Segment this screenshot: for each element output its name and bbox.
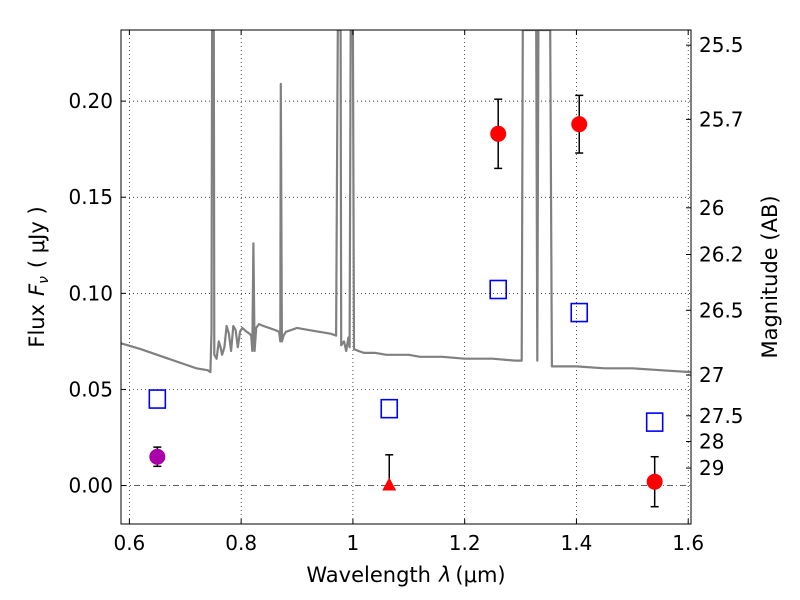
data-point-circle [571, 116, 588, 133]
mag-tick-label: 29 [699, 456, 724, 480]
axes: 0.6 0.8 1 1.2 1.4 1.6 0.00 0.05 0.10 0.15 0.20 25.5… [68, 30, 744, 555]
spectrum-layer [121, 30, 691, 374]
x-tick-label: 1.4 [561, 531, 593, 555]
x-tick-label: 1.6 [672, 531, 704, 555]
mag-tick-label: 26 [699, 196, 724, 220]
grid [121, 30, 691, 524]
model-square [489, 279, 508, 300]
plot-frame [120, 29, 692, 525]
y2-axis-label: Magnitude (AB) [758, 195, 782, 358]
data-point-circle [490, 125, 507, 142]
y-axis-label: FluxFν( μJy ) [25, 206, 52, 347]
x-tick-label: 0.8 [225, 531, 257, 555]
upper-limit-triangle [382, 477, 397, 491]
data-point-circle [646, 473, 663, 490]
mag-tick-label: 27 [699, 363, 724, 387]
y-tick-label: 0.20 [68, 89, 113, 113]
mag-tick-label: 26.5 [699, 298, 744, 322]
data-point-circle [149, 448, 166, 465]
mag-tick-label: 25.7 [699, 107, 744, 131]
mag-tick-label: 27.5 [699, 404, 744, 428]
mag-tick-label: 28 [699, 430, 724, 454]
x-tick-label: 1.2 [449, 531, 481, 555]
markers-layer [148, 94, 664, 508]
x-tick-label: 1 [347, 531, 360, 555]
y-tick-label: 0.10 [68, 281, 113, 305]
y-tick-label: 0.00 [68, 474, 113, 498]
model-square [380, 398, 399, 419]
model-square [148, 389, 167, 409]
spectrum-line [121, 30, 691, 374]
x-axis-label: Wavelength λ (μm) [306, 563, 505, 587]
mag-tick-label: 26.2 [699, 243, 744, 267]
x-tick-label: 0.6 [113, 531, 145, 555]
model-square [645, 412, 664, 432]
y-tick-label: 0.05 [68, 377, 113, 401]
model-square [570, 302, 589, 323]
y-tick-label: 0.15 [68, 185, 113, 209]
mag-tick-label: 25.5 [699, 33, 744, 57]
